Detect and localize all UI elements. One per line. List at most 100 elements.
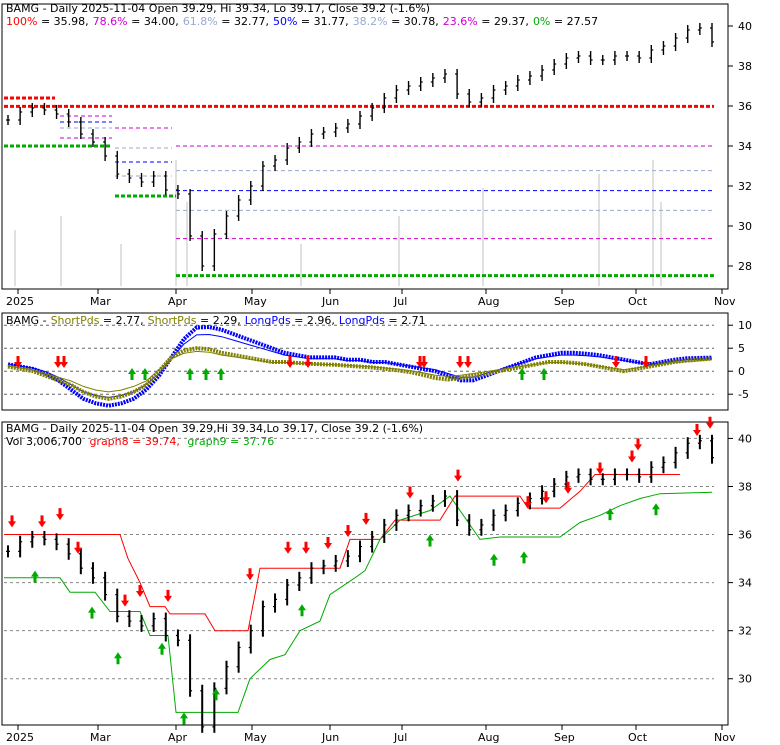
y-tick-label: 36 xyxy=(738,100,752,113)
down-arrow-icon xyxy=(284,541,292,554)
p2-legend-value: = 2.96, xyxy=(291,314,335,327)
p3-grid xyxy=(4,437,714,680)
x-tick-label: Sep xyxy=(554,731,575,744)
down-arrow-icon xyxy=(121,594,129,607)
down-arrow-icon xyxy=(596,462,604,475)
p2-grid xyxy=(4,324,714,395)
fib-legend-label: 78.6% xyxy=(93,15,128,28)
price-stops-frame xyxy=(1,421,729,726)
down-arrow-icon xyxy=(693,424,701,437)
up-arrow-icon xyxy=(141,368,149,380)
x-tick-label: Mar xyxy=(90,295,111,308)
down-arrow-icon xyxy=(324,536,332,549)
volume-bar xyxy=(398,216,400,286)
y-tick-label: 40 xyxy=(738,20,752,33)
down-arrow-icon xyxy=(524,496,532,509)
y-tick-label: 30 xyxy=(738,220,752,233)
x-tick-label: Aug xyxy=(478,295,499,308)
up-arrow-icon xyxy=(88,606,96,619)
up-arrow-icon xyxy=(202,368,210,380)
p1-title: BAMG - Daily 2025-11-04 Open 39.29, Hi 3… xyxy=(6,2,430,15)
fib-legend-label: 50% xyxy=(273,15,297,28)
down-arrow-icon xyxy=(74,541,82,554)
down-arrow-icon xyxy=(56,508,64,521)
up-arrow-icon xyxy=(31,570,39,583)
up-arrow-icon xyxy=(212,688,220,701)
x-tick-label: Nov xyxy=(714,295,736,308)
p1-fib-legend: 100% = 35.98, 78.6% = 34.00, 61.8% = 32.77… xyxy=(6,15,598,28)
p3-price-bars xyxy=(6,434,714,733)
down-arrow-icon xyxy=(54,356,62,368)
p2-ticker: BAMG - xyxy=(6,314,47,327)
up-arrow-icon xyxy=(426,534,434,547)
volume-bar xyxy=(660,202,662,286)
fib-legend-value: = 30.78, xyxy=(388,15,439,28)
p3-signal-arrows xyxy=(8,416,714,725)
p3-graph9: graph9 = 37.76 xyxy=(187,435,274,448)
down-arrow-icon xyxy=(14,356,22,368)
x-tick-label: Aug xyxy=(478,731,499,744)
y-tick-label: 0 xyxy=(738,365,745,378)
y-tick-label: 32 xyxy=(738,180,752,193)
p2-legend-value: = 2.71 xyxy=(385,314,426,327)
fib-legend-value: = 35.98, xyxy=(37,15,88,28)
p3-stop-lines xyxy=(4,474,713,713)
y-tick-label: 34 xyxy=(738,140,752,153)
x-tick-label: 2025 xyxy=(6,731,34,744)
fib-legend-label: 61.8% xyxy=(183,15,218,28)
down-arrow-icon xyxy=(706,416,714,429)
volume-bar xyxy=(598,174,600,286)
p1-fib-lines xyxy=(4,104,714,278)
down-arrow-icon xyxy=(136,585,144,598)
price-stops-panel: 40 38 36 34 32 30 2025 Mar Apr May Jun Jul Aug Sep Oc… xyxy=(1,416,752,744)
graph9-line xyxy=(4,491,713,713)
up-arrow-icon xyxy=(606,508,614,521)
y-tick-label: 28 xyxy=(738,260,752,273)
down-arrow-icon xyxy=(362,512,370,525)
x-tick-label: Jul xyxy=(393,731,407,744)
down-arrow-icon xyxy=(634,438,642,451)
y-tick-label: 10 xyxy=(738,319,752,332)
x-tick-label: Apr xyxy=(168,731,188,744)
x-tick-label: May xyxy=(244,731,267,744)
p1-price-bars xyxy=(6,23,714,271)
down-arrow-icon xyxy=(302,541,310,554)
down-arrow-icon xyxy=(456,356,464,368)
down-arrow-icon xyxy=(542,491,550,504)
p1-x-axis: 2025 Mar Apr May Jun Jul Aug Sep Oct Nov xyxy=(6,289,736,308)
y-tick-label: 32 xyxy=(738,625,752,638)
y-tick-label: 40 xyxy=(738,432,752,445)
p2-legend-label: LongPds xyxy=(339,314,385,327)
p2-signal-arrows xyxy=(14,356,650,380)
down-arrow-icon xyxy=(344,524,352,537)
up-arrow-icon xyxy=(490,553,498,566)
up-arrow-icon xyxy=(186,368,194,380)
graph8-line xyxy=(4,474,680,632)
x-tick-label: Apr xyxy=(168,295,188,308)
x-tick-label: Jun xyxy=(321,295,339,308)
volume-bar xyxy=(300,244,302,286)
y-tick-label: 36 xyxy=(738,529,752,542)
down-arrow-icon xyxy=(454,469,462,482)
fib-legend-value: = 27.57 xyxy=(550,15,598,28)
up-arrow-icon xyxy=(298,604,306,617)
up-arrow-icon xyxy=(518,368,526,380)
y-tick-label: 34 xyxy=(738,577,752,590)
up-arrow-icon xyxy=(217,368,225,380)
x-tick-label: Nov xyxy=(714,731,736,744)
p1-support-resistance xyxy=(4,96,176,198)
p2-y-axis: 10 5 0 -5 xyxy=(728,319,752,401)
p2-legend-label: LongPds xyxy=(245,314,291,327)
down-arrow-icon xyxy=(246,568,254,581)
y-tick-label: 30 xyxy=(738,673,752,686)
volume-bar xyxy=(652,160,654,286)
down-arrow-icon xyxy=(612,356,620,368)
up-arrow-icon xyxy=(520,551,528,564)
volume-bar xyxy=(175,160,177,286)
price-fib-panel: 40 38 36 34 32 30 28 2025 Mar Apr May Jun Jul Aug Sep… xyxy=(1,2,752,308)
p3-vol: Vol 3,006,700 xyxy=(6,435,82,448)
down-arrow-icon xyxy=(406,486,414,499)
up-arrow-icon xyxy=(128,368,136,380)
